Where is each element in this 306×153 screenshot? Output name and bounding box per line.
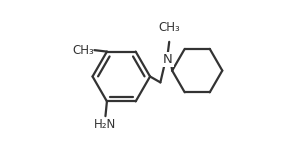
Text: H₂N: H₂N bbox=[94, 118, 116, 131]
Text: CH₃: CH₃ bbox=[158, 21, 180, 34]
Text: CH₃: CH₃ bbox=[72, 44, 94, 57]
Text: N: N bbox=[163, 53, 173, 66]
